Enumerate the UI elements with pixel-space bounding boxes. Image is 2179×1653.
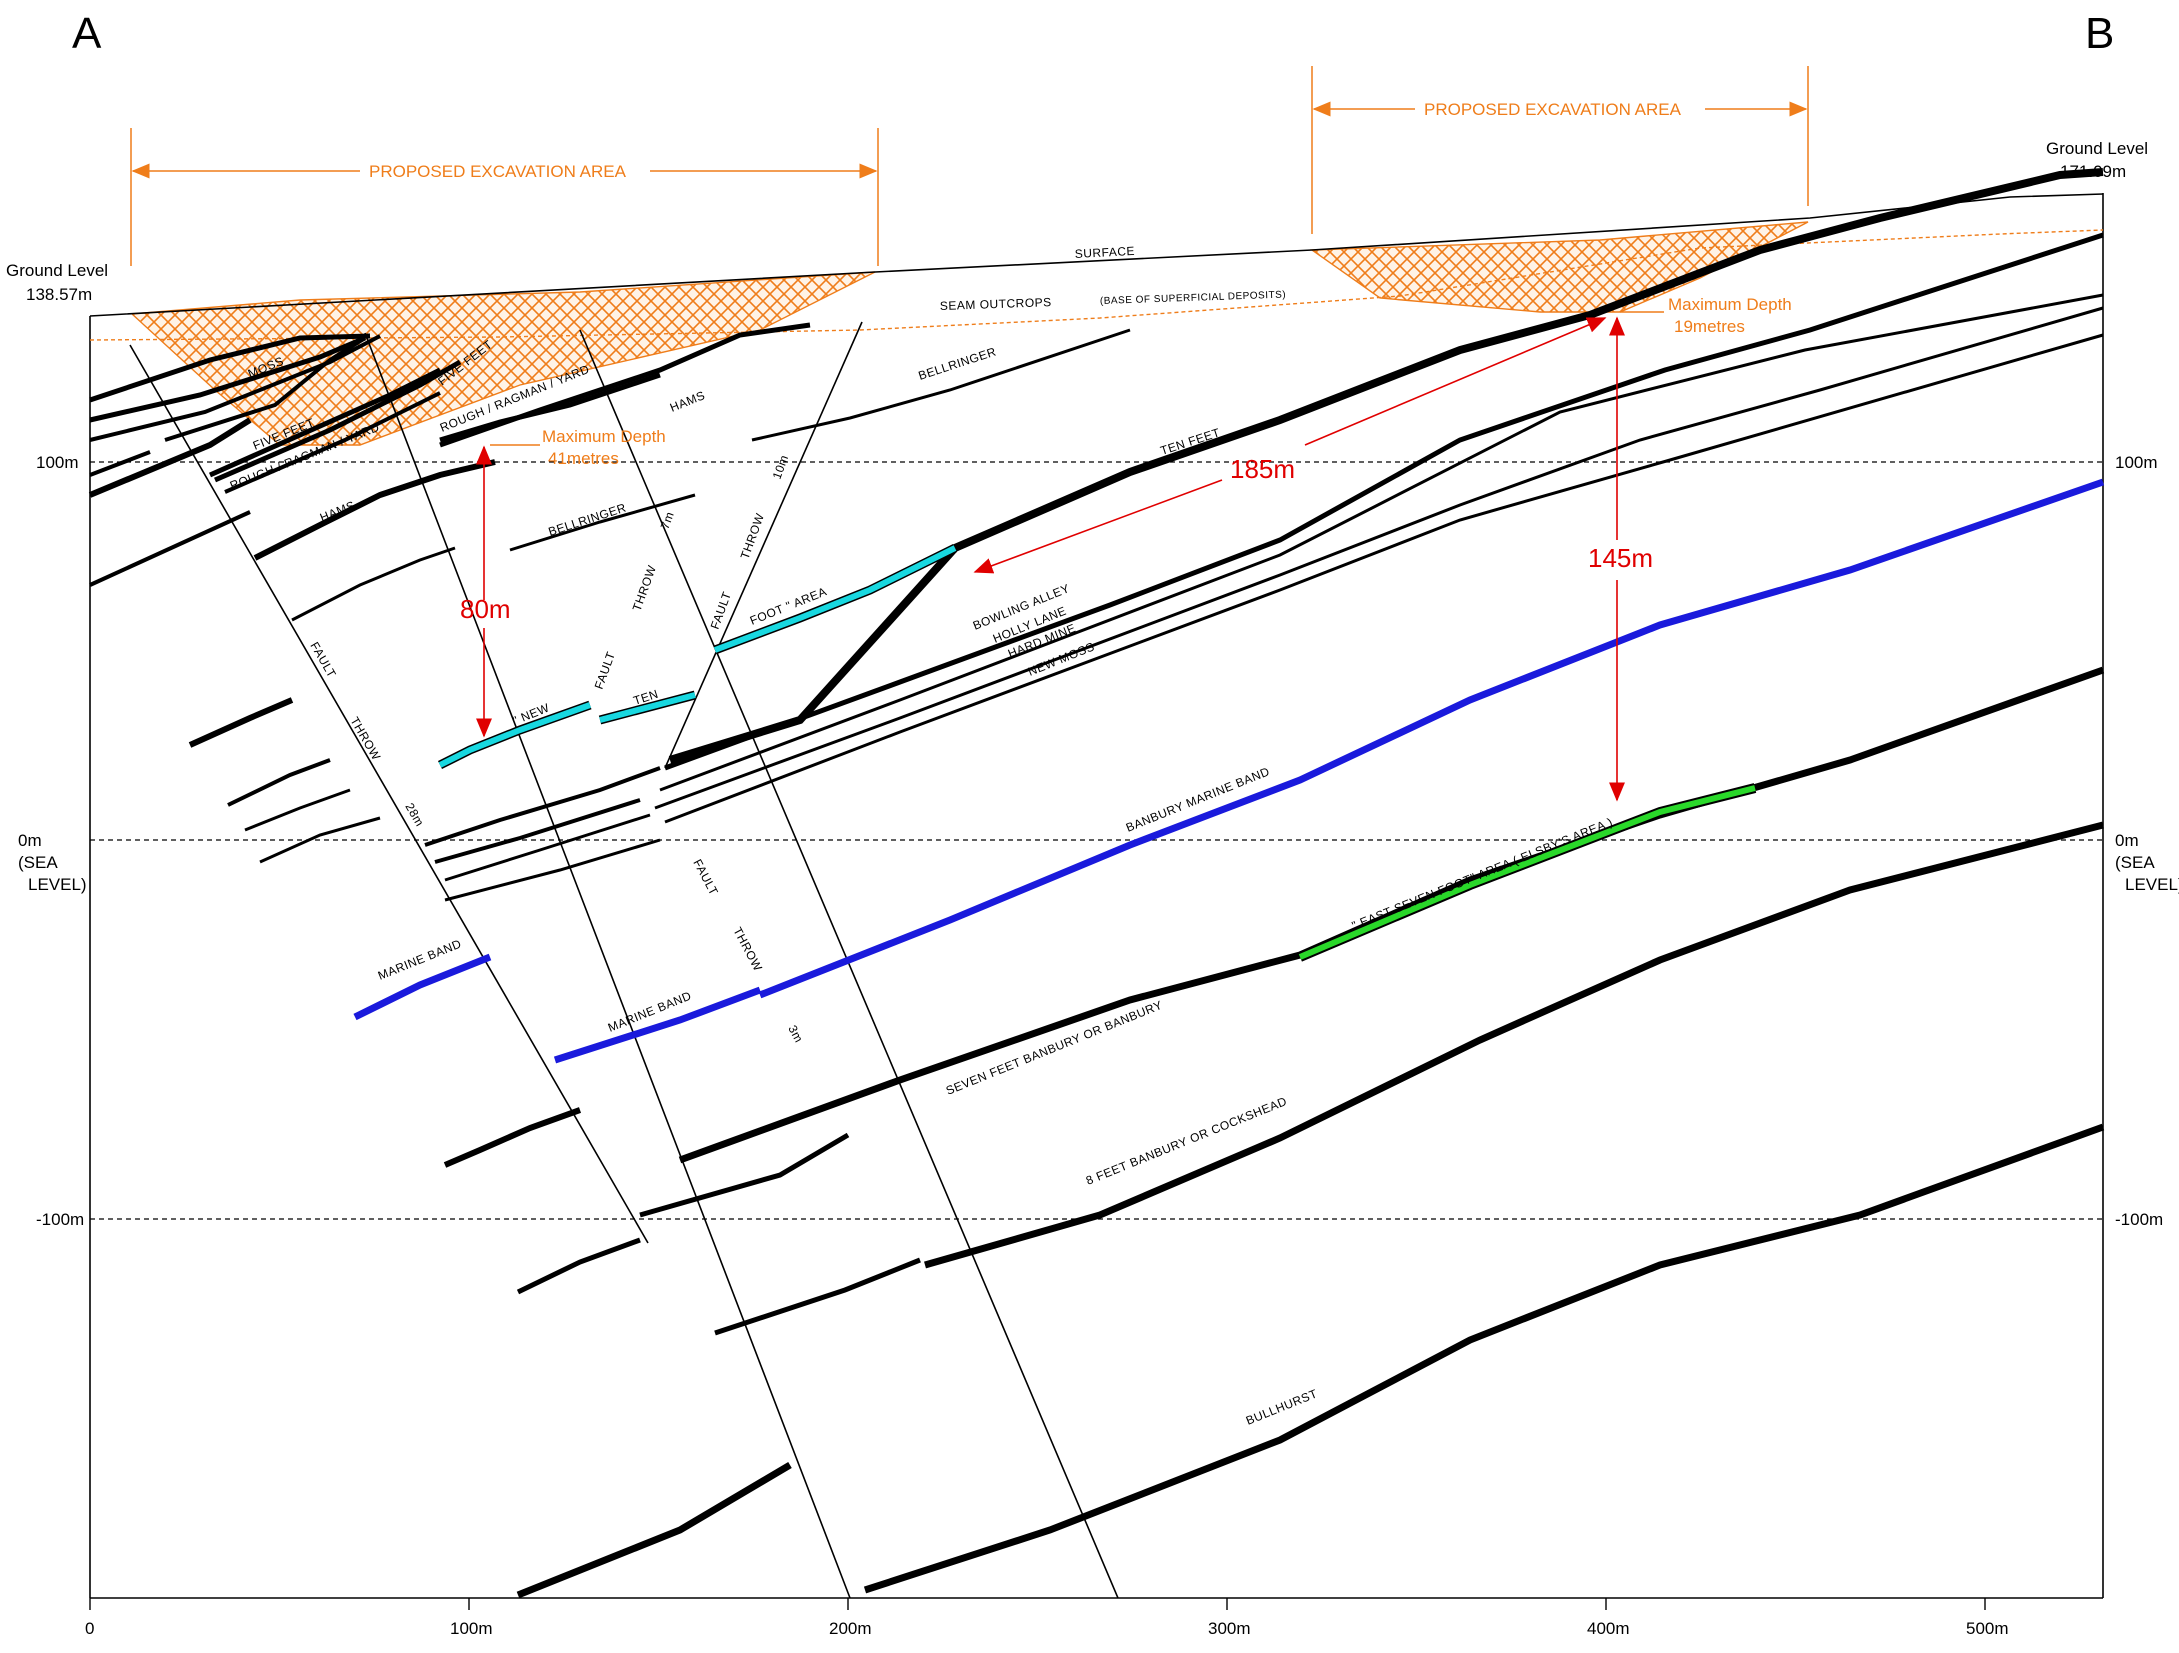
ground-level-left-label: Ground Level <box>6 261 108 280</box>
surface-line <box>89 193 2104 317</box>
seam-east-seven-foot-green <box>1298 783 1757 962</box>
fault-4-label: FAULT <box>690 857 721 898</box>
fault-1-throw: THROW <box>347 715 383 764</box>
excavation-label-1: PROPOSED EXCAVATION AREA <box>369 162 627 181</box>
seam-label-bellringer-a: BELLRINGER <box>547 500 628 538</box>
y-tick-minus100-right: -100m <box>2115 1210 2163 1229</box>
fault-4-throw: THROW <box>730 925 765 974</box>
seam-label-seven-feet: SEVEN FEET BANBURY OR BANBURY <box>944 998 1165 1098</box>
excavation-area-2 <box>1309 221 1809 313</box>
fault-3-amount: 10m <box>770 453 792 481</box>
x-tick-400: 400m <box>1587 1619 1630 1638</box>
max-depth-1-title: Maximum Depth <box>542 427 666 446</box>
dimension-145m: 145m <box>1588 543 1653 573</box>
seam-outcrops-line <box>89 229 2104 341</box>
seam-outcrops-label: SEAM OUTCROPS <box>940 295 1052 313</box>
x-tick-100: 100m <box>450 1619 493 1638</box>
fault-2-throw: THROW <box>630 563 660 613</box>
seam-marine-band-blue-2 <box>553 986 762 1064</box>
x-tick-0: 0 <box>85 1619 94 1638</box>
seam-label-east-seven-foot: " EAST SEVEN FOOT" AREA ( ELSBY'S AREA ) <box>1350 815 1615 933</box>
surface-label: SURFACE <box>1074 244 1135 261</box>
excavation-label-2: PROPOSED EXCAVATION AREA <box>1424 100 1682 119</box>
fault-2-label: FAULT <box>592 649 619 691</box>
x-axis <box>89 1598 1986 1610</box>
section-frame <box>89 193 2104 1599</box>
fault-3-label: FAULT <box>708 589 735 631</box>
fault-lines <box>129 321 1119 1599</box>
excavation-extent-1 <box>130 128 879 266</box>
y-tick-100: 100m <box>36 453 79 472</box>
fault-2-amount: 7m <box>658 510 677 531</box>
x-tick-200: 200m <box>829 1619 872 1638</box>
ground-level-right-label: Ground Level <box>2046 139 2148 158</box>
seam-label-hams-b: HAMS <box>668 388 707 415</box>
y-tick-level-right: LEVEL) <box>2125 875 2179 894</box>
y-tick-sea: (SEA <box>18 853 58 872</box>
dimension-80m: 80m <box>460 594 511 624</box>
max-depth-1-value: 41metres <box>548 449 619 468</box>
ground-level-left-value: 138.57m <box>26 285 92 304</box>
y-tick-0: 0m <box>18 831 42 850</box>
fault-4-amount: 3m <box>785 1023 806 1045</box>
fault-labels: FAULT THROW 28m FAULT THROW 7m FAULT THR… <box>307 453 806 1045</box>
y-tick-100-right: 100m <box>2115 453 2158 472</box>
max-depth-2-title: Maximum Depth <box>1668 295 1792 314</box>
y-tick-0-right: 0m <box>2115 831 2139 850</box>
y-tick-level: LEVEL) <box>28 875 87 894</box>
coal-seams <box>88 168 2105 1599</box>
section-end-a: A <box>72 9 102 58</box>
y-tick-minus100: -100m <box>36 1210 84 1229</box>
x-tick-300: 300m <box>1208 1619 1251 1638</box>
seam-marine-band-blue-1 <box>353 953 492 1021</box>
seam-label-hams-a: HAMS <box>318 498 357 525</box>
datum-lines <box>90 461 2103 1220</box>
fault-3-throw: THROW <box>738 511 768 561</box>
seam-labels: MOSS FIVE FEET ROUGH / RAGMAN / YARD FIV… <box>228 337 1615 1428</box>
y-axis-right: 100m 0m (SEA LEVEL) -100m <box>2115 453 2179 1229</box>
excavation-extent-2 <box>1311 66 1809 234</box>
seam-banbury-marine-band-blue <box>758 478 2105 999</box>
seam-label-eight-feet: 8 FEET BANBURY OR COCKSHEAD <box>1084 1094 1289 1188</box>
x-tick-500: 500m <box>1966 1619 2009 1638</box>
y-axis-left: 100m 0m (SEA LEVEL) -100m <box>18 453 87 1229</box>
y-tick-sea-right: (SEA <box>2115 853 2155 872</box>
dimension-185m: 185m <box>1230 454 1295 484</box>
section-end-b: B <box>2085 9 2114 58</box>
max-depth-2-value: 19metres <box>1674 317 1745 336</box>
seam-outcrops-note: (BASE OF SUPERFICIAL DEPOSITS) <box>1100 290 1287 307</box>
dimension-arrows <box>476 316 1625 802</box>
